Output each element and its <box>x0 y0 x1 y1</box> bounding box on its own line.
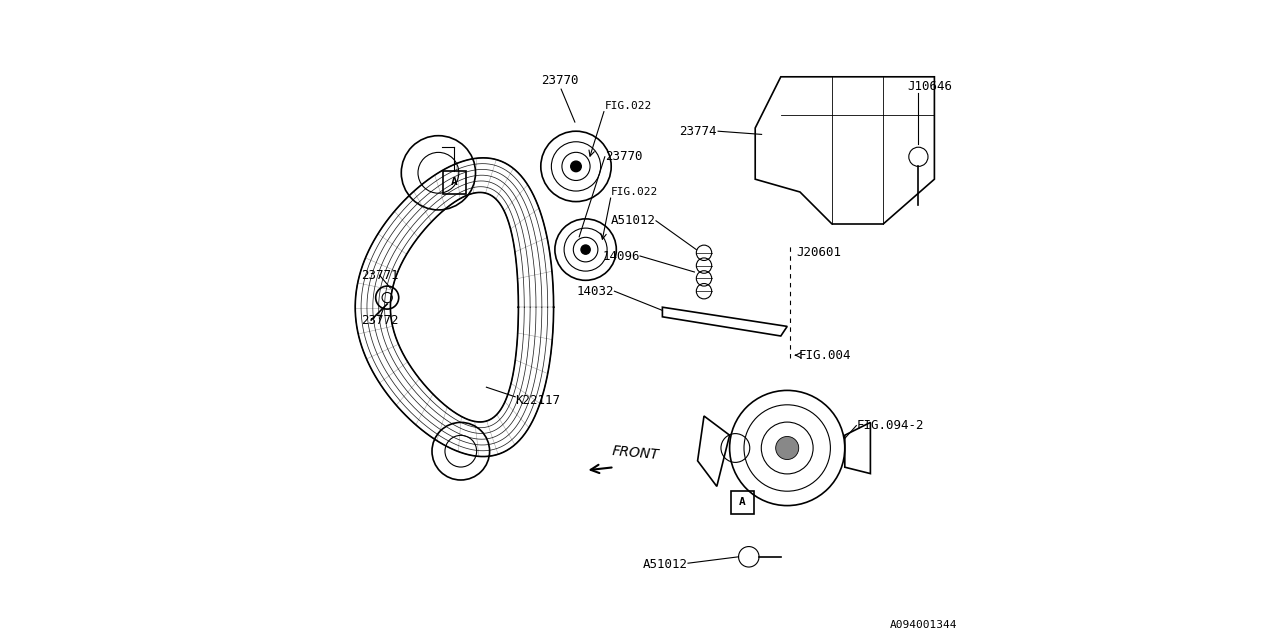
Text: A: A <box>451 177 458 188</box>
Text: 23771: 23771 <box>362 269 399 282</box>
Text: 23774: 23774 <box>680 125 717 138</box>
Circle shape <box>571 161 581 172</box>
Circle shape <box>776 436 799 460</box>
Text: 14096: 14096 <box>603 250 640 262</box>
Circle shape <box>581 245 590 254</box>
Text: J10646: J10646 <box>908 80 952 93</box>
Text: A094001344: A094001344 <box>890 620 957 630</box>
Text: FRONT: FRONT <box>612 444 659 462</box>
Text: FIG.094-2: FIG.094-2 <box>856 419 924 432</box>
Text: 23770: 23770 <box>604 150 643 163</box>
Text: K22117: K22117 <box>516 394 561 406</box>
Text: FIG.004: FIG.004 <box>799 349 851 362</box>
Text: A: A <box>739 497 746 508</box>
Text: 23770: 23770 <box>541 74 579 86</box>
Text: FIG.022: FIG.022 <box>604 100 652 111</box>
Text: 23772: 23772 <box>362 314 399 326</box>
Text: FIG.022: FIG.022 <box>612 187 658 197</box>
Text: A51012: A51012 <box>611 214 657 227</box>
Text: 14032: 14032 <box>577 285 614 298</box>
Text: A51012: A51012 <box>643 558 689 571</box>
Text: J20601: J20601 <box>796 246 842 259</box>
